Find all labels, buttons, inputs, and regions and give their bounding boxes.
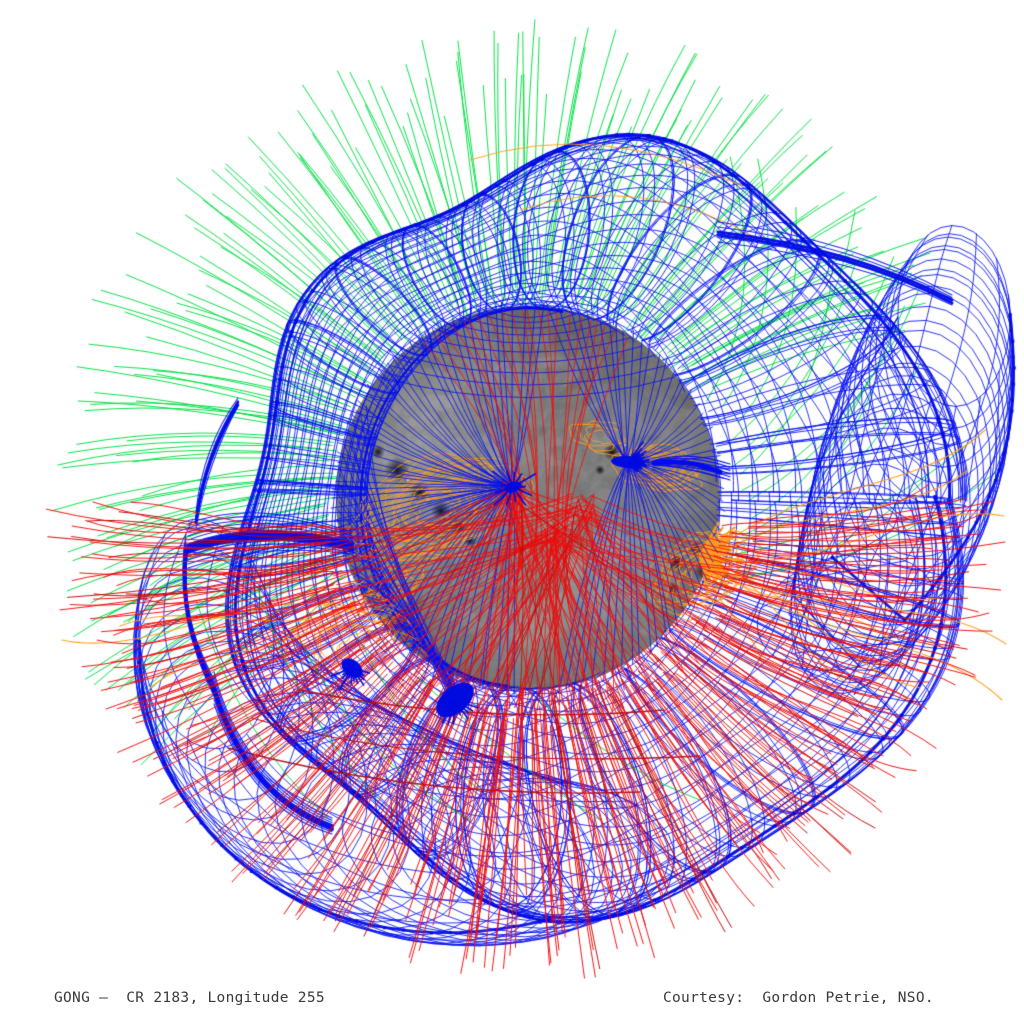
caption-credit: Courtesy: Gordon Petrie, NSO. [663, 990, 934, 1006]
caption-model-info: GONG — CR 2183, Longitude 255 [54, 990, 325, 1006]
